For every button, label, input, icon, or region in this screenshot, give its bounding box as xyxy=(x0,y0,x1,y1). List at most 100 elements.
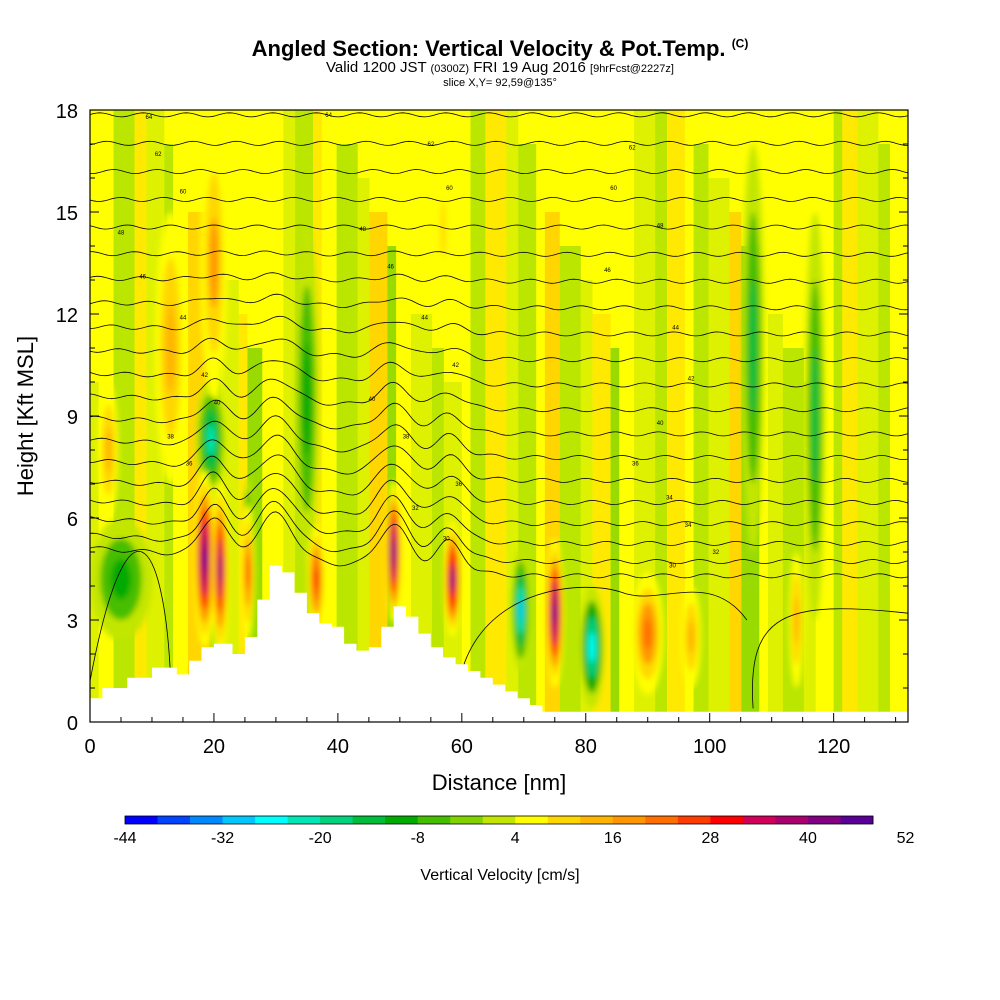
isentrope-line xyxy=(90,500,908,565)
updraft-cell xyxy=(643,618,652,649)
isentrope-line xyxy=(90,454,908,505)
contour-label: 36 xyxy=(186,462,193,468)
colorbar-swatch xyxy=(742,816,776,824)
contour-label: 44 xyxy=(421,315,428,321)
colorbar-swatch xyxy=(255,816,289,824)
contour-label: 44 xyxy=(180,315,187,321)
contour-label: 42 xyxy=(201,373,208,379)
colorbar-swatch xyxy=(222,816,256,824)
x-axis: 0 20 40 60 80 100 120 xyxy=(84,713,897,758)
colorbar-swatch xyxy=(287,816,321,824)
plot-area: 64 64 62 62 62 60 60 60 48 48 48 46 46 46 44 44 44 42 42 42… xyxy=(90,110,908,722)
y-tick-label: 18 xyxy=(56,101,78,123)
downdraft-cell xyxy=(110,558,132,600)
subtitle-valid: Valid 1200 JST xyxy=(326,59,427,76)
velocity-band xyxy=(842,110,858,722)
colorbar-swatch xyxy=(710,816,744,824)
contour-label: 62 xyxy=(629,145,636,151)
isentrope-line xyxy=(90,293,908,311)
contour-label: 64 xyxy=(146,115,153,121)
updraft-cell xyxy=(165,302,176,394)
colorbar: -44 -32 -20 -8 4 16 28 40 52 xyxy=(113,815,915,847)
contour-label: 46 xyxy=(604,268,611,274)
contour-labels: 64 64 62 62 62 60 60 60 48 48 48 46 46 46 44 44 44 42 42 42… xyxy=(118,113,720,570)
colorbar-swatch xyxy=(320,816,354,824)
colorbar-swatch xyxy=(840,816,874,824)
contour-label: 48 xyxy=(359,227,366,233)
velocity-band xyxy=(610,348,620,722)
isentrope-line xyxy=(90,434,908,483)
updraft-cell xyxy=(218,554,222,584)
contour-label: 34 xyxy=(666,496,673,502)
terrain-mask xyxy=(90,565,908,722)
contour-label: 40 xyxy=(657,421,664,427)
downdraft-cell xyxy=(302,342,312,456)
x-tick-label: 100 xyxy=(693,736,726,758)
chart-slice-info: slice X,Y= 92,59@135° xyxy=(443,77,557,89)
subtitle-utc: (0300Z) xyxy=(430,63,470,75)
velocity-band xyxy=(708,178,730,722)
downdraft-cell xyxy=(588,631,596,663)
subtitle-date: FRI 19 Aug 2016 xyxy=(473,59,586,76)
isentrope-line xyxy=(90,378,908,413)
velocity-band xyxy=(559,246,581,722)
colorbar-swatch xyxy=(190,816,223,824)
contour-label: 62 xyxy=(155,152,162,158)
colorbar-frame xyxy=(124,815,874,825)
y-tick-label: 15 xyxy=(56,203,78,225)
contour-label: 36 xyxy=(632,462,639,468)
contour-label: 32 xyxy=(412,506,419,512)
updraft-cell xyxy=(203,546,207,572)
isentrope-line xyxy=(461,586,748,672)
colorbar-tick-label: 16 xyxy=(604,830,622,847)
chart-title-tag: (C) xyxy=(731,36,749,51)
contour-label: 38 xyxy=(403,434,410,440)
contour-label: 60 xyxy=(180,190,187,196)
colorbar-swatch xyxy=(385,816,419,824)
colorbar-swatch xyxy=(775,816,809,824)
colorbar-swatch xyxy=(677,816,711,824)
updraft-cell xyxy=(553,602,557,624)
velocity-band xyxy=(357,178,370,722)
velocity-band xyxy=(506,110,519,722)
contour-label: 38 xyxy=(167,434,174,440)
colorbar-swatch xyxy=(645,816,679,824)
contour-label: 30 xyxy=(669,564,676,570)
isentrope-line xyxy=(90,511,908,579)
x-tick-label: 60 xyxy=(451,736,473,758)
isentrope-line xyxy=(90,224,908,230)
colorbar-swatch xyxy=(612,816,646,824)
velocity-band xyxy=(767,314,783,722)
isentrope-line xyxy=(90,315,908,337)
x-axis-label: Distance [nm] xyxy=(432,770,567,795)
contour-label: 42 xyxy=(452,363,459,369)
colorbar-tick-label: -8 xyxy=(411,830,425,847)
contour-label: 64 xyxy=(325,113,332,119)
velocity-band xyxy=(336,144,358,722)
updraft-cell xyxy=(451,570,454,588)
colorbar-tick-label: 28 xyxy=(701,830,719,847)
chart-title: Angled Section: Vertical Velocity & Pot.… xyxy=(0,36,1000,62)
contour-label: 46 xyxy=(387,264,394,270)
velocity-band xyxy=(485,110,507,722)
velocity-band xyxy=(369,212,388,722)
chart-subtitle: Valid 1200 JST (0300Z) FRI 19 Aug 2016 [… xyxy=(0,59,1000,78)
contour-label: 32 xyxy=(713,550,720,556)
colorbar-swatch xyxy=(125,816,158,824)
contour-label: 40 xyxy=(214,400,221,406)
isentrope-line xyxy=(90,471,908,527)
velocity-band xyxy=(666,110,685,722)
colorbar-swatch xyxy=(450,816,484,824)
contour-label: 42 xyxy=(688,377,695,383)
downdraft-cell xyxy=(811,348,819,484)
colorbar-swatch xyxy=(352,816,386,824)
velocity-band xyxy=(833,110,843,722)
x-tick-label: 120 xyxy=(817,736,850,758)
velocity-band xyxy=(432,348,444,722)
contour-label: 34 xyxy=(685,523,692,529)
x-tick-label: 80 xyxy=(575,736,597,758)
updraft-cell xyxy=(209,217,219,309)
isentrope-line xyxy=(90,140,908,146)
colorbar-tick-label: -44 xyxy=(113,830,136,847)
